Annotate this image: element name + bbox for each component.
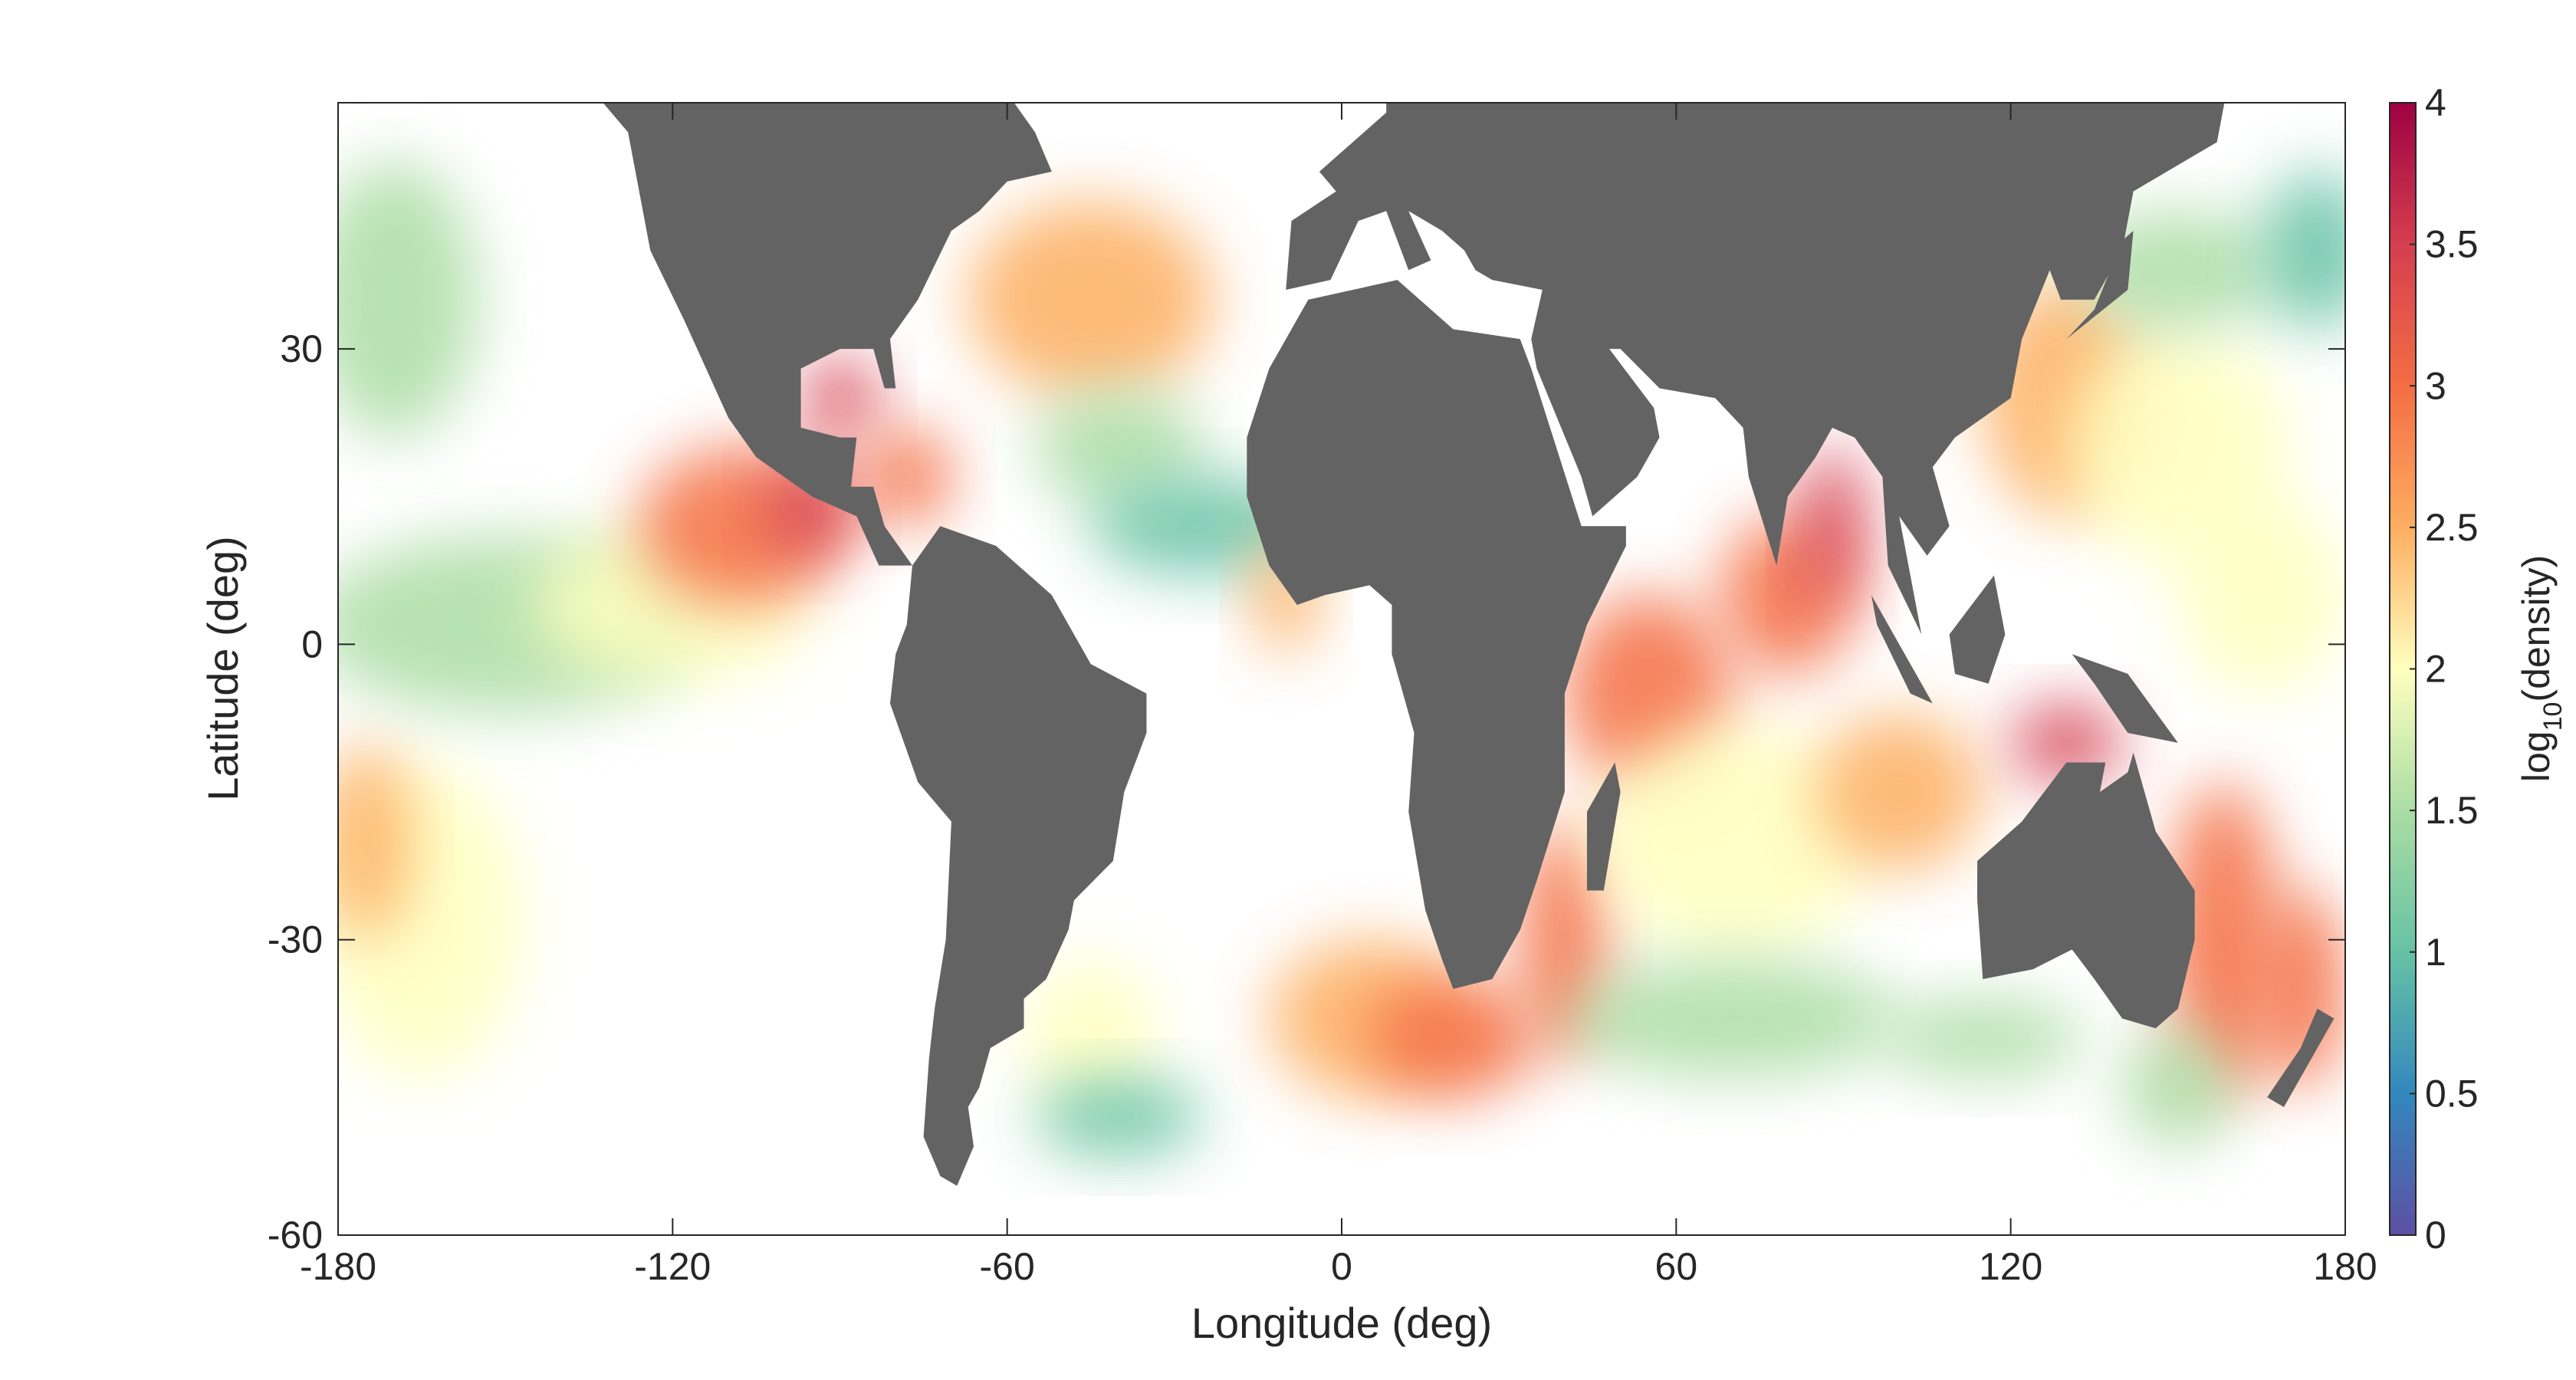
x-tick-label: -60 xyxy=(980,1245,1035,1288)
x-axis-label: Longitude (deg) xyxy=(1191,1299,1492,1347)
colorbar-tick-label: 1.5 xyxy=(2425,789,2479,832)
density-blob xyxy=(338,742,411,940)
colorbar-label: log10(density) xyxy=(2515,555,2568,782)
colorbar-tick-label: 2 xyxy=(2425,648,2446,691)
x-tick-label: 60 xyxy=(1655,1245,1698,1288)
land xyxy=(603,103,2334,1186)
density-blob xyxy=(338,162,478,438)
density-blob xyxy=(2256,890,2345,1088)
colorbar-label-part: log xyxy=(2515,731,2558,782)
density-blob xyxy=(1564,959,1900,1078)
colorbar-tick-label: 0.5 xyxy=(2425,1072,2479,1115)
density-blob xyxy=(2167,782,2279,1098)
x-tick-label: 0 xyxy=(1331,1245,1352,1288)
colorbar-label-sub: 10 xyxy=(2538,702,2568,731)
landmass xyxy=(603,103,1052,566)
density-blob xyxy=(2177,496,2345,694)
colorbar-tick-label: 0 xyxy=(2425,1214,2446,1257)
landmass xyxy=(2072,654,2178,743)
colorbar-tick-label: 1 xyxy=(2425,931,2446,974)
landmass xyxy=(1949,575,2006,684)
density-blob xyxy=(862,427,951,527)
y-tick-label: -60 xyxy=(268,1214,323,1257)
landmass xyxy=(2066,230,2134,340)
density-blob xyxy=(2122,1028,2234,1147)
landmass xyxy=(1871,595,1933,704)
density-field xyxy=(338,162,2345,1157)
landmass xyxy=(1586,762,1621,891)
density-blob xyxy=(968,201,1214,399)
colorbar-tick-label: 3 xyxy=(2425,364,2446,407)
density-blob xyxy=(1035,388,1203,507)
colorbar-label-part: (density) xyxy=(2515,555,2558,702)
colorbar-tick-label: 4 xyxy=(2425,81,2446,124)
density-blob xyxy=(1799,447,1866,606)
y-tick-label: 0 xyxy=(301,623,323,665)
landmass xyxy=(2267,1008,2334,1108)
density-blob xyxy=(1815,713,1983,871)
density-blob xyxy=(1369,979,1537,1098)
landmass xyxy=(1286,103,2225,635)
density-blob xyxy=(1592,723,1871,960)
landmass xyxy=(1977,752,2195,1029)
density-blob xyxy=(1035,1077,1203,1157)
x-tick-label: -180 xyxy=(300,1245,376,1288)
landmass xyxy=(889,526,1147,1186)
density-blob xyxy=(1882,998,2084,1078)
y-axis-label: Latitude (deg) xyxy=(199,536,247,801)
colorbar-tick-label: 2.5 xyxy=(2425,506,2479,549)
landmass xyxy=(1247,280,1626,989)
density-blob xyxy=(2261,171,2345,330)
density-blob xyxy=(800,358,879,438)
y-tick-label: -30 xyxy=(268,918,323,961)
y-tick-label: 30 xyxy=(280,327,323,370)
x-tick-label: 180 xyxy=(2313,1245,2377,1288)
x-tick-label: 120 xyxy=(1979,1245,2042,1288)
density-blob xyxy=(1024,959,1158,1117)
colorbar-tick-label: 3.5 xyxy=(2425,223,2479,266)
x-tick-label: -120 xyxy=(634,1245,711,1288)
